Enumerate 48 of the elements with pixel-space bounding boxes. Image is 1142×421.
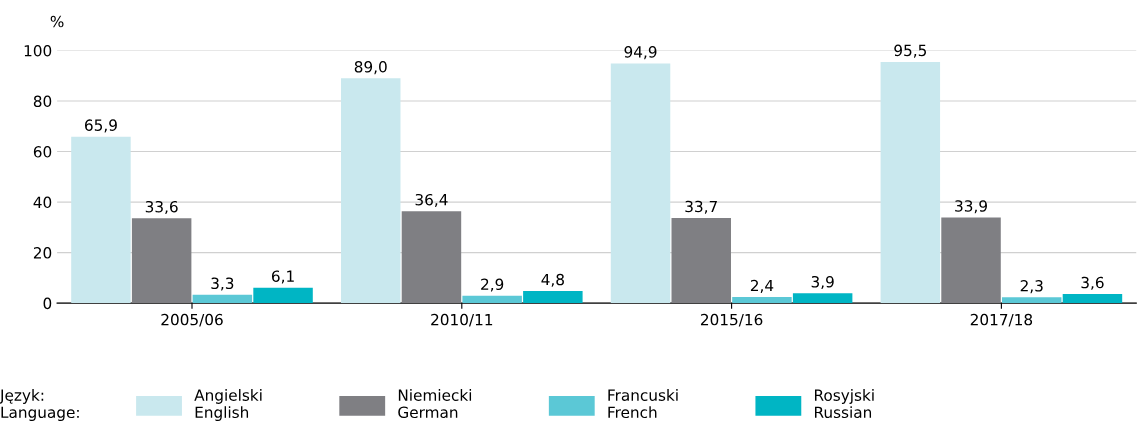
bar — [462, 295, 522, 304]
x-tick-label: 2010/11 — [431, 313, 493, 327]
legend-label: Rosyjski Russian — [814, 389, 874, 419]
legend-label: Angielski English — [194, 389, 262, 421]
y-tick-label: 20 — [33, 247, 52, 259]
bar — [523, 291, 583, 304]
data-label: 33,6 — [145, 200, 178, 215]
legend-label: Francuski French — [608, 389, 678, 419]
data-label: 33,9 — [955, 200, 987, 214]
bar — [610, 63, 671, 304]
y-tick-label: 40 — [33, 196, 52, 209]
y-tick-label: 0 — [43, 297, 52, 310]
bar — [340, 78, 401, 304]
y-tick-label: 80 — [33, 95, 52, 108]
x-tick-label: 2005/06 — [161, 313, 223, 327]
bar — [671, 217, 731, 304]
data-label: 3,3 — [211, 277, 234, 291]
y-axis-title: % — [50, 15, 64, 28]
bar — [253, 287, 313, 304]
x-tick-label: 2015/16 — [700, 313, 763, 327]
data-label: 2,3 — [1020, 280, 1043, 294]
y-tick-label: 60 — [33, 146, 52, 158]
data-label: 2,4 — [750, 279, 774, 293]
data-label: 36,4 — [415, 193, 448, 207]
bar — [1062, 294, 1123, 304]
bar — [1002, 297, 1062, 304]
data-label: 6,1 — [271, 270, 294, 284]
data-label: 65,9 — [85, 119, 117, 133]
x-tick-label: 2017/18 — [970, 313, 1033, 327]
y-tick-label: 100 — [24, 44, 52, 57]
bar — [941, 217, 1001, 304]
bar — [732, 297, 792, 304]
bar — [880, 61, 941, 304]
legend-label: Niemiecki German — [398, 389, 472, 419]
bar — [792, 293, 853, 304]
data-label: 33,7 — [685, 200, 717, 214]
legend-title: Język: Language: — [0, 389, 79, 421]
data-label: 4,8 — [541, 273, 564, 287]
bar — [131, 218, 192, 304]
data-label: 2,9 — [481, 278, 504, 292]
bar — [71, 136, 131, 304]
data-label: 3,9 — [811, 275, 834, 290]
data-label: 3,6 — [1081, 276, 1104, 290]
data-label: 94,9 — [624, 46, 657, 60]
bar — [401, 211, 462, 304]
data-label: 95,5 — [894, 44, 927, 58]
bar — [192, 294, 253, 304]
data-label: 89,0 — [354, 61, 387, 75]
